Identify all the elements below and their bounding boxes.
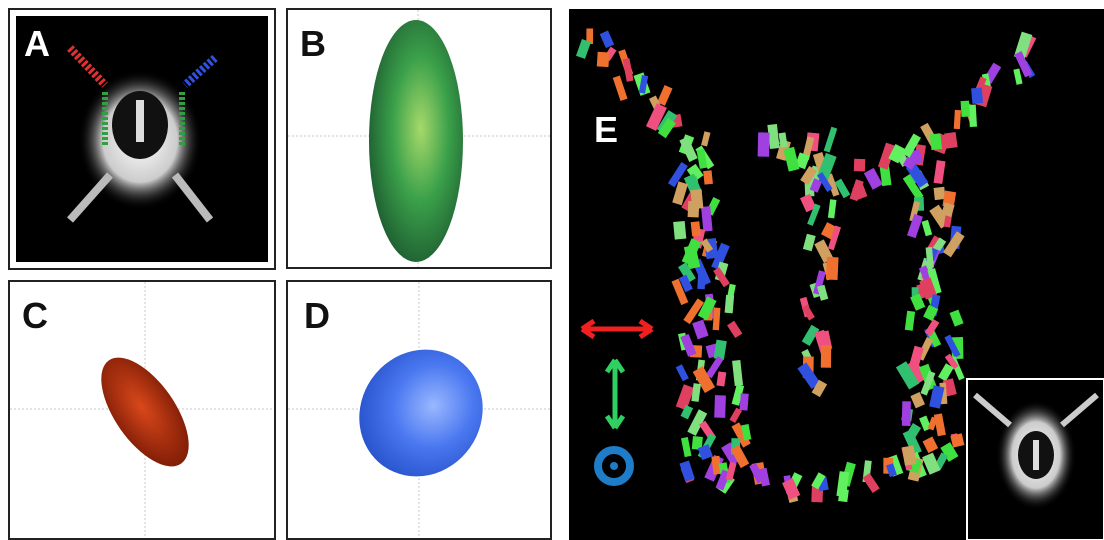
panel-label: B [300, 23, 326, 64]
panel-d: D [287, 281, 551, 539]
tensor-glyph [821, 345, 832, 368]
tensor-glyph [902, 401, 911, 426]
panel-c: C [9, 281, 275, 539]
panel-label: C [22, 295, 48, 336]
panel-b: B [287, 9, 551, 268]
tensor-glyph [714, 395, 726, 418]
tensor-glyph [673, 221, 686, 240]
through-plane-dot [610, 462, 618, 470]
tensor-ellipsoid [369, 20, 463, 262]
panel-e: E [569, 9, 1104, 540]
panel-a: A [9, 9, 275, 269]
tensor-glyph [703, 170, 713, 184]
inset-cord [1033, 440, 1039, 470]
figure: A B C D E [0, 0, 1104, 540]
tensor-glyph [854, 159, 865, 172]
panel-label: A [24, 23, 50, 64]
panel-label: E [594, 109, 618, 150]
mri-cord [136, 100, 144, 142]
tensor-glyph [758, 132, 770, 156]
tensor-glyph [739, 393, 748, 410]
tensor-glyph [691, 221, 701, 236]
tensor-glyph [971, 87, 983, 103]
tensor-glyph [954, 110, 961, 129]
tensor-glyph [725, 295, 735, 313]
tensor-glyph [961, 101, 970, 117]
tensor-glyph [597, 52, 610, 67]
tensor-glyph [697, 269, 705, 289]
tensor-glyph [826, 257, 839, 280]
panel-label: D [304, 295, 330, 336]
tensor-glyph [688, 201, 700, 218]
tensor-glyph [930, 133, 942, 150]
